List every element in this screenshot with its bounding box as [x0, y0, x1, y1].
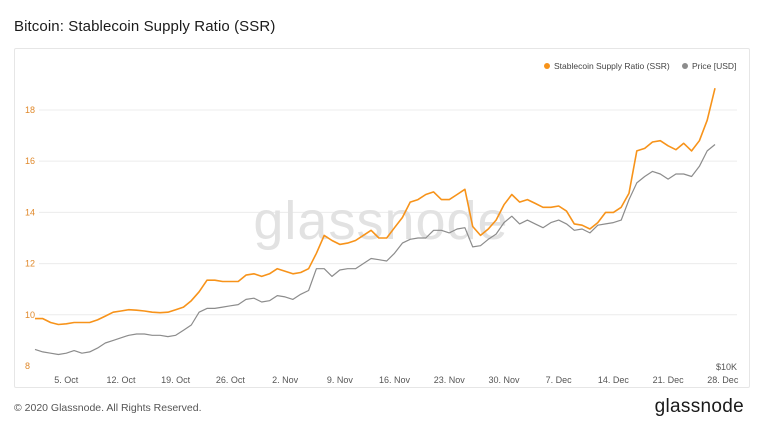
x-tick-label: 21. Dec: [653, 375, 685, 385]
y-tick-label: 14: [25, 207, 35, 217]
x-tick-label: 9. Nov: [327, 375, 354, 385]
ssr-line[interactable]: [35, 88, 716, 326]
x-axis-ticks: 5. Oct 12. Oct 19. Oct 26. Oct 2. Nov 9. Nov 1…: [54, 375, 739, 385]
x-tick-label: 23. Nov: [434, 375, 466, 385]
y-tick-label: 16: [25, 156, 35, 166]
y-tick-label: 10: [25, 310, 35, 320]
chart-series: [34, 88, 716, 356]
x-tick-label: 12. Oct: [106, 375, 136, 385]
y-axis-ticks: 8 10 12 14 16 18: [25, 105, 35, 371]
legend-label-price[interactable]: Price [USD]: [692, 61, 736, 71]
price-line[interactable]: [34, 144, 716, 356]
legend-marker-price: [682, 63, 688, 69]
glassnode-logo[interactable]: glassnode: [654, 396, 744, 417]
y-tick-label: 8: [25, 361, 30, 371]
chart-card: glassnode 8 10 12 14 16 18 5. Oct 12. Oct 19. O…: [14, 48, 750, 388]
x-tick-label: 7. Dec: [546, 375, 573, 385]
legend-marker-ssr: [544, 63, 550, 69]
x-tick-label: 16. Nov: [379, 375, 411, 385]
x-tick-label: 14. Dec: [598, 375, 630, 385]
y-tick-label: 18: [25, 105, 35, 115]
x-tick-label: 5. Oct: [54, 375, 79, 385]
legend-label-ssr[interactable]: Stablecoin Supply Ratio (SSR): [554, 61, 670, 71]
legend[interactable]: Stablecoin Supply Ratio (SSR) Price [USD…: [544, 61, 736, 71]
x-tick-label: 2. Nov: [272, 375, 299, 385]
copyright-text: © 2020 Glassnode. All Rights Reserved.: [14, 402, 202, 414]
x-tick-label: 30. Nov: [488, 375, 520, 385]
watermark: glassnode: [253, 191, 508, 251]
chart-grid: [39, 109, 737, 316]
x-tick-label: 19. Oct: [161, 375, 191, 385]
x-tick-label: 28. Dec: [707, 375, 739, 385]
y-tick-label: 12: [25, 259, 35, 269]
x-tick-label: 26. Oct: [216, 375, 246, 385]
chart-title: Bitcoin: Stablecoin Supply Ratio (SSR): [14, 18, 276, 35]
chart-svg[interactable]: glassnode 8 10 12 14 16 18 5. Oct 12. Oct 19. O…: [15, 49, 749, 387]
right-axis-label: $10K: [716, 362, 737, 372]
